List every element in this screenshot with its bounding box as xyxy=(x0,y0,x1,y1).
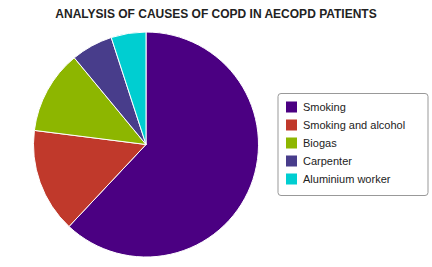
legend-swatch xyxy=(286,156,297,167)
legend-label: Aluminium worker xyxy=(303,173,391,185)
legend: Smoking Smoking and alcohol Biogas Carpente… xyxy=(278,94,428,196)
pie xyxy=(33,32,258,257)
legend-item: Carpenter xyxy=(286,155,352,167)
legend-label: Smoking and alcohol xyxy=(303,119,405,131)
legend-swatch xyxy=(286,174,297,185)
pie-slice xyxy=(111,32,146,145)
title: ANALYSIS OF CAUSES OF COPD IN AECOPD PAT… xyxy=(55,7,376,21)
legend-swatch xyxy=(286,120,297,131)
legend-swatch xyxy=(286,102,297,113)
legend-item: Aluminium worker xyxy=(286,173,391,185)
legend-label: Biogas xyxy=(303,137,337,149)
legend-item: Biogas xyxy=(286,137,337,149)
legend-item: Smoking and alcohol xyxy=(286,119,405,131)
legend-label: Carpenter xyxy=(303,155,352,167)
legend-label: Smoking xyxy=(303,101,346,113)
pie-slice xyxy=(33,130,146,226)
legend-swatch xyxy=(286,138,297,149)
chart: ANALYSIS OF CAUSES OF COPD IN AECOPD PAT… xyxy=(0,0,432,267)
legend-frame xyxy=(278,94,428,196)
legend-item: Smoking xyxy=(286,101,346,113)
